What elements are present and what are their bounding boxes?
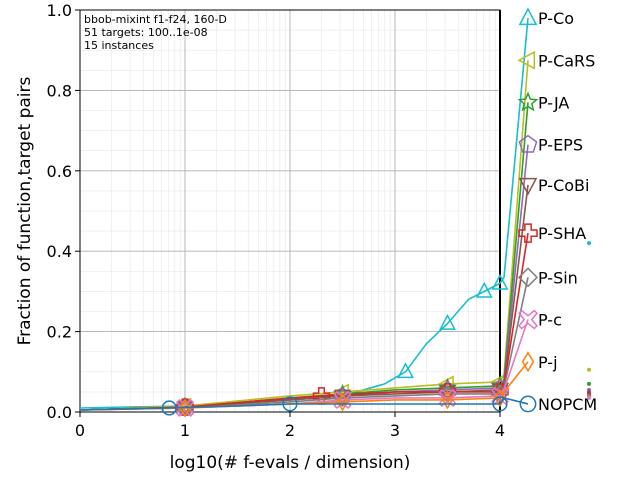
series-p-ja [79,102,529,416]
margin-dot [587,241,591,246]
series-marker [282,396,298,412]
legend-label-p-sha: P-SHA [538,224,586,243]
series-p-eps [79,144,529,415]
x-tick-label: 3 [390,421,400,440]
annotation-line-2: 51 targets: 100..1e-08 [84,26,208,39]
y-axis-label: Fraction of function,target pairs [15,76,35,345]
annotation-line-1: bbob-mixint f1-f24, 160-D [84,13,227,26]
x-axis-label: log10(# f-evals / dimension) [170,453,411,473]
y-tick-label: 0.4 [47,242,72,261]
series-line [79,403,500,411]
legend-marker-p-sha [518,223,538,243]
series-marker [494,388,506,408]
x-tick-label: 1 [180,421,190,440]
legend-label-p-eps: P-EPS [538,136,583,155]
series-marker [333,388,352,407]
legend-marker-nopcm [519,395,537,413]
grid [79,9,501,413]
legend-marker-p-c [517,309,539,330]
legend-label-p-cobi: P-CoBi [538,176,589,195]
legend-marker-p-cars [517,50,536,70]
series-nopcm [79,396,529,416]
legend-label-p-j: P-j [538,353,558,372]
series-marker [397,362,414,379]
series-marker [439,313,456,330]
series-final-line [499,17,529,284]
x-tick-label: 0 [75,421,85,440]
x-tick-label: 2 [285,421,295,440]
x-tick-label: 4 [495,421,505,440]
legend-label-p-c: P-c [538,311,562,330]
legend-label-nopcm: NOPCM [538,395,597,414]
annotation: bbob-mixint f1-f24, 160-D 51 targets: 10… [84,13,227,52]
margin-dot [587,367,591,372]
series-marker [441,390,454,410]
legend-marker-p-ja [517,91,539,112]
y-tick-label: 0.0 [47,403,72,422]
legend-marker-p-cobi [518,177,538,196]
y-tick-label: 0.8 [47,81,72,100]
y-tick-label: 0.2 [47,323,72,342]
series-marker [492,396,508,412]
legend-marker-p-co [518,7,538,26]
legend-label-p-cars: P-CaRS [538,51,595,70]
series-group [79,17,529,418]
series-marker [475,281,493,298]
annotation-line-3: 15 instances [84,39,154,52]
series-marker [336,392,349,412]
margin-dot [587,381,591,386]
series-marker [179,398,191,418]
legend-label-p-ja: P-JA [538,93,569,112]
legend-label-p-sin: P-Sin [538,268,578,287]
legend-marker-p-sin [517,267,539,288]
series-final-line [499,361,529,399]
legend-marker-p-j [521,351,535,373]
series-p-cars [79,60,529,415]
series-marker [161,400,177,416]
axis-ticks: 0 1 2 3 4 0.0 0.2 0.4 0.6 0.8 1.0 [47,1,506,440]
margin-dot [587,395,591,400]
y-tick-label: 0.6 [47,162,72,181]
series-marker [491,273,509,290]
legend-label-p-co: P-Co [538,9,574,28]
series-p-cobi [79,184,529,417]
legend-marker-p-eps [518,134,538,153]
series-p-co [79,17,529,413]
legend: P-Co P-CaRS P-JA P-EPS P-CoBi P-SHA P-Sin P-c P-… [517,7,597,414]
y-tick-label: 1.0 [47,1,72,20]
